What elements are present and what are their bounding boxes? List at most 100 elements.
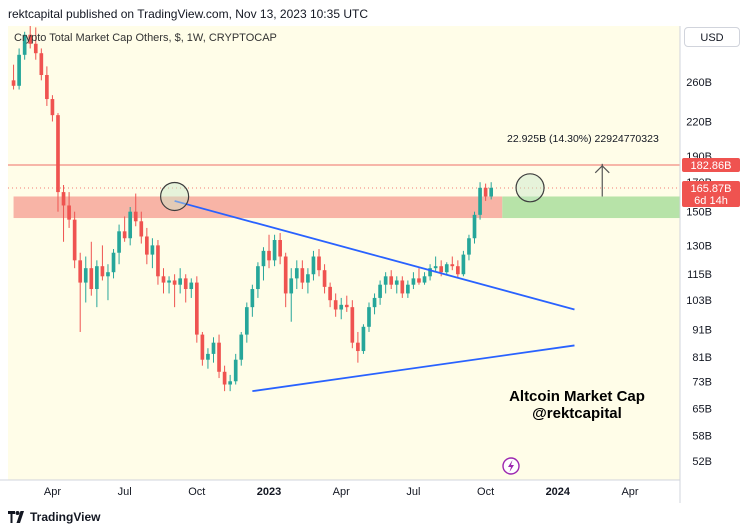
candle-body — [444, 264, 449, 273]
candle — [156, 240, 160, 285]
y-tick-label: 115B — [687, 269, 712, 281]
candle — [289, 268, 294, 322]
candle-body — [272, 240, 277, 261]
candle — [478, 182, 482, 220]
candle-body — [322, 270, 327, 287]
candle-body — [239, 334, 244, 360]
candle-body — [433, 266, 438, 269]
candle — [33, 27, 38, 60]
candle-body — [400, 280, 405, 294]
candle — [128, 207, 133, 246]
candle — [433, 256, 438, 273]
candle — [139, 211, 144, 244]
y-tick-label: 73B — [692, 376, 712, 388]
tradingview-logo-icon — [8, 511, 24, 523]
candle — [83, 256, 88, 303]
candle-body — [222, 371, 227, 385]
y-tick-label: 103B — [686, 295, 712, 307]
candle — [311, 250, 316, 281]
candle-body — [317, 256, 321, 271]
y-tick-label: 91B — [692, 324, 712, 336]
x-tick-label: Oct — [477, 486, 494, 498]
highlight-circle — [160, 181, 190, 212]
candle-body — [150, 245, 155, 255]
candle-body — [300, 268, 305, 283]
candle — [100, 245, 105, 281]
x-tick-label: 2023 — [257, 486, 281, 498]
candle-body — [89, 268, 94, 290]
candle-body — [367, 307, 371, 327]
candle-body — [333, 300, 338, 310]
candle — [300, 260, 305, 290]
candle-body — [350, 307, 355, 343]
candle-body — [394, 280, 399, 285]
candle-body — [28, 34, 33, 44]
candle — [272, 234, 277, 267]
candle — [417, 268, 421, 285]
candle-body — [11, 80, 16, 86]
x-tick-label: Apr — [621, 486, 638, 498]
candle-body — [156, 245, 160, 277]
candle-body — [411, 278, 416, 285]
candle-body — [389, 276, 394, 285]
candle — [261, 247, 266, 281]
candle — [172, 274, 177, 308]
candle — [356, 331, 360, 363]
candle — [406, 280, 410, 298]
candle — [89, 241, 94, 296]
candle — [361, 324, 366, 354]
candle-body — [128, 211, 133, 239]
candle-body — [117, 231, 121, 253]
candle — [145, 227, 149, 265]
candle — [444, 262, 449, 275]
x-tick-label: 2024 — [546, 486, 571, 498]
candle — [217, 334, 221, 379]
currency-button[interactable]: USD — [684, 27, 740, 47]
publish-info: rektcapital published on TradingView.com… — [8, 7, 368, 21]
candle — [211, 337, 216, 363]
candle-body — [478, 187, 482, 215]
candle-body — [289, 278, 294, 294]
candle-body — [489, 187, 494, 197]
candle-body — [417, 278, 421, 283]
candle — [239, 331, 244, 366]
chart-title: Crypto Total Market Cap Others, $, 1W, C… — [14, 32, 277, 44]
candle — [350, 300, 355, 349]
candle — [67, 192, 71, 228]
candle-body — [256, 266, 260, 290]
candle — [317, 249, 321, 277]
lightning-glyph-icon — [508, 460, 514, 472]
candle — [283, 252, 288, 308]
price-countdown: 6d 14h — [694, 195, 728, 207]
candle-body — [267, 250, 271, 261]
candle — [306, 268, 310, 294]
candle — [194, 276, 199, 343]
candle-body — [178, 278, 182, 285]
candle-body — [467, 238, 471, 255]
x-tick-label: Jul — [118, 486, 132, 498]
candle — [78, 252, 83, 332]
candle-body — [378, 284, 382, 298]
candle-body — [461, 254, 466, 275]
candle — [367, 302, 371, 332]
price-chart[interactable]: 22.925B (14.30%) 22924770323 Crypto Total… — [0, 0, 750, 503]
candle-body — [428, 268, 432, 277]
candle-body — [167, 280, 171, 283]
candle-body — [383, 276, 388, 285]
candle — [322, 264, 327, 294]
candle — [56, 113, 60, 212]
measure-arrow-head — [594, 164, 610, 174]
candle — [11, 64, 16, 90]
candle-body — [250, 289, 255, 308]
candle-body — [422, 276, 427, 283]
candle-body — [139, 221, 144, 237]
candle-body — [83, 268, 88, 283]
candle — [200, 331, 205, 366]
trendline-ascending — [252, 344, 575, 393]
candle — [411, 272, 416, 290]
annotation-line2: @rektcapital — [532, 405, 622, 422]
candle-body — [22, 34, 27, 55]
candle-body — [50, 99, 55, 116]
candle-body — [133, 211, 138, 222]
candle-body — [311, 256, 316, 275]
